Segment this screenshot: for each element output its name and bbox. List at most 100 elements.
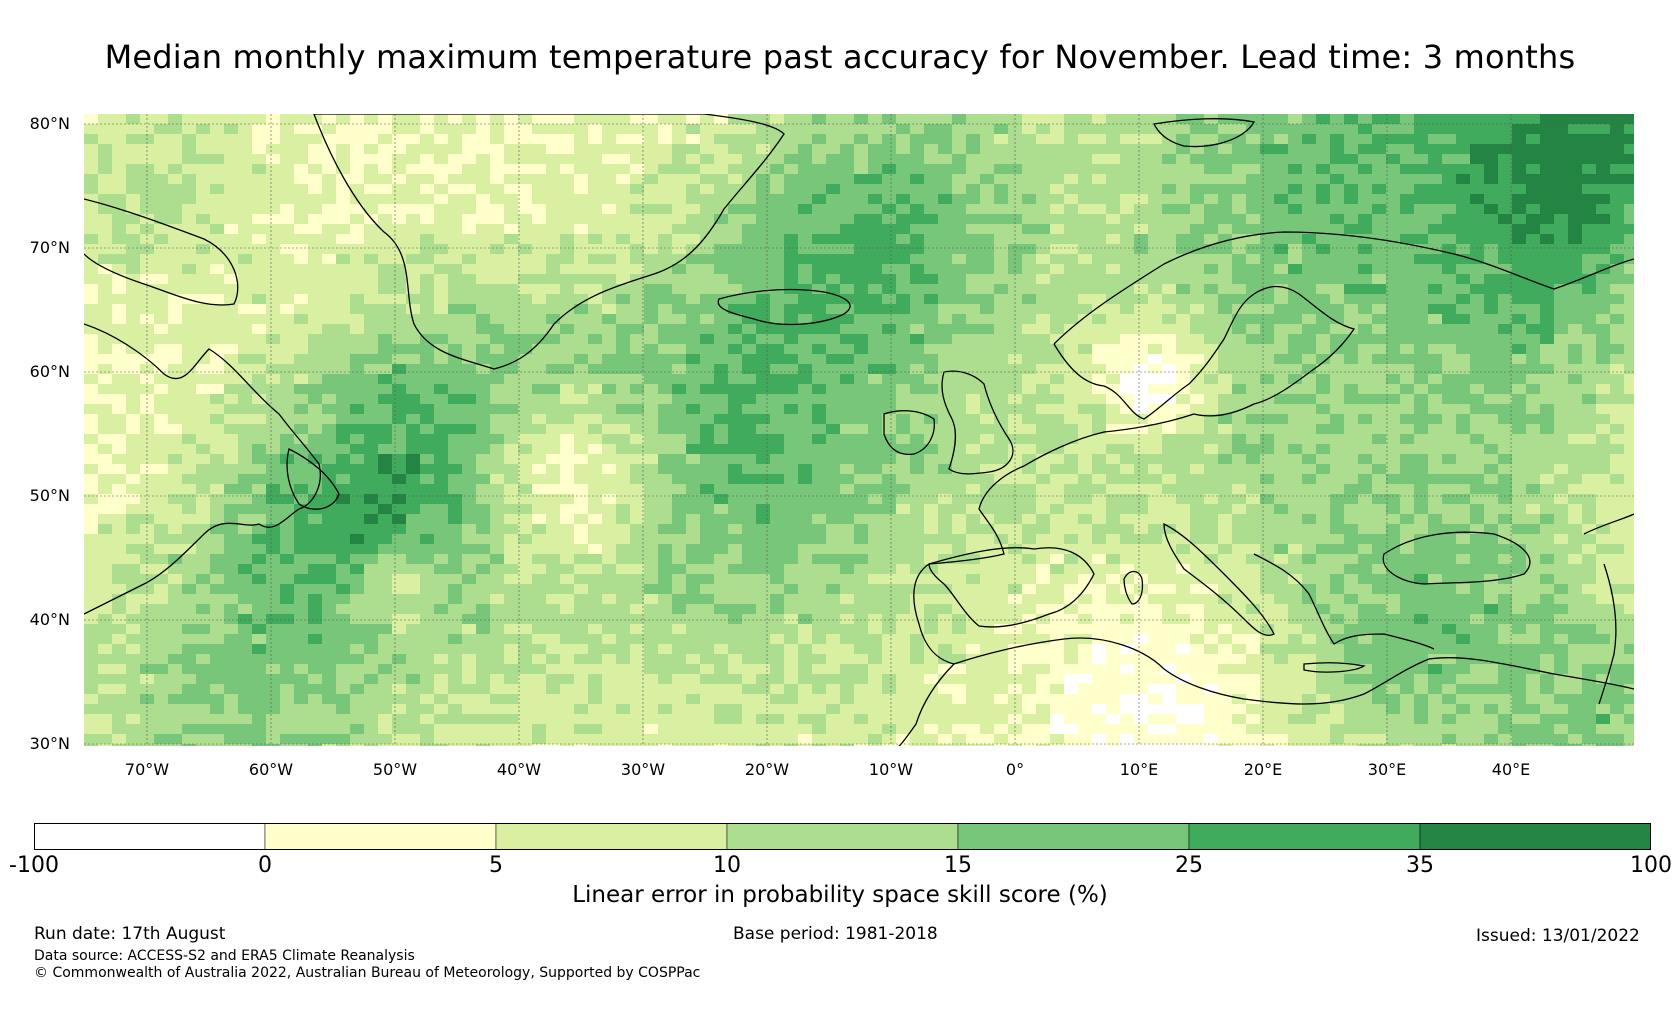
skill-cell [616,224,631,235]
skill-cell [462,434,477,445]
skill-cell [1176,334,1191,345]
skill-cell [1526,504,1541,515]
skill-cell [434,234,449,245]
skill-cell [1610,174,1625,185]
skill-cell [1386,554,1401,565]
skill-cell [224,364,239,375]
skill-cell [350,224,365,235]
skill-cell [826,184,841,195]
skill-cell [1498,204,1513,215]
skill-cell [1246,474,1261,485]
skill-cell [420,474,435,485]
skill-cell [868,114,883,125]
skill-cell [658,464,673,475]
skill-cell [700,424,715,435]
skill-cell [1400,544,1415,555]
skill-cell [1092,184,1107,195]
skill-cell [1610,444,1625,455]
skill-cell [770,334,785,345]
skill-cell [406,324,421,335]
skill-cell [742,364,757,375]
skill-cell [112,374,127,385]
skill-cell [756,144,771,155]
skill-cell [1204,224,1219,235]
skill-cell [770,134,785,145]
skill-cell [252,254,267,265]
skill-cell [224,254,239,265]
skill-cell [1120,384,1135,395]
skill-cell [1134,124,1149,135]
skill-cell [1092,484,1107,495]
skill-cell [350,404,365,415]
skill-cell [210,394,225,405]
skill-cell [672,554,687,565]
skill-cell [434,124,449,135]
skill-cell [1624,484,1634,495]
skill-cell [126,324,141,335]
skill-cell [1162,374,1177,385]
skill-cell [938,214,953,225]
skill-cell [1288,494,1303,505]
skill-cell [1526,284,1541,295]
skill-cell [1358,184,1373,195]
skill-cell [714,274,729,285]
skill-cell [406,534,421,545]
skill-cell [798,394,813,405]
skill-cell [448,534,463,545]
skill-cell [1344,204,1359,215]
skill-cell [1512,474,1527,485]
skill-cell [1190,124,1205,135]
skill-cell [364,464,379,475]
skill-cell [1148,504,1163,515]
skill-cell [896,184,911,195]
skill-cell [154,224,169,235]
skill-cell [224,144,239,155]
skill-cell [574,534,589,545]
skill-cell [266,434,281,445]
skill-cell [126,254,141,265]
skill-cell [266,254,281,265]
skill-cell [1456,354,1471,365]
skill-cell [994,204,1009,215]
skill-cell [1022,474,1037,485]
skill-cell [784,304,799,315]
skill-cell [448,444,463,455]
skill-cell [630,224,645,235]
skill-cell [196,504,211,515]
skill-cell [1036,524,1051,535]
skill-cell [714,474,729,485]
skill-cell [1246,144,1261,155]
skill-cell [1582,234,1597,245]
skill-cell [1204,344,1219,355]
skill-cell [1036,374,1051,385]
skill-cell [1288,294,1303,305]
skill-cell [560,314,575,325]
skill-cell [854,514,869,525]
skill-cell [714,504,729,515]
skill-cell [1428,284,1443,295]
skill-cell [294,414,309,425]
skill-cell [1190,174,1205,185]
skill-cell [1232,534,1247,545]
skill-cell [602,124,617,135]
skill-cell [1554,264,1569,275]
skill-cell [574,214,589,225]
skill-cell [490,474,505,485]
skill-cell [1302,114,1317,125]
skill-cell [1596,304,1611,315]
skill-cell [1134,484,1149,495]
skill-cell [784,464,799,475]
skill-cell [1050,164,1065,175]
skill-cell [1050,124,1065,135]
skill-cell [1260,374,1275,385]
skill-cell [420,274,435,285]
skill-cell [1386,424,1401,435]
skill-cell [952,154,967,165]
skill-cell [448,264,463,275]
skill-cell [686,334,701,345]
skill-cell [154,414,169,425]
skill-cell [1204,414,1219,425]
skill-cell [994,404,1009,415]
skill-cell [1134,214,1149,225]
skill-cell [966,544,981,555]
